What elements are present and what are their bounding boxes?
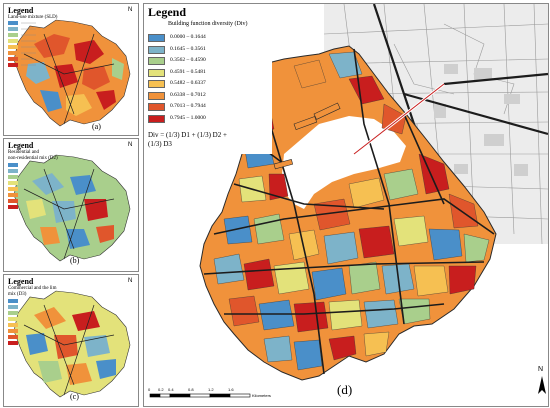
panel-a-legend-swatches bbox=[8, 21, 36, 67]
scale-tick-label: 0 bbox=[148, 387, 151, 392]
legend-swatch bbox=[148, 57, 165, 65]
legend-class-label: 0.6338 – 0.7012 bbox=[170, 91, 206, 98]
main-north-label: N bbox=[538, 366, 544, 373]
panel-d-label: (d) bbox=[337, 382, 353, 397]
legend-class-label: 0.0000 – 0.1644 bbox=[170, 34, 206, 40]
legend-swatch bbox=[148, 91, 165, 100]
panel-c-legend-swatches bbox=[8, 299, 18, 345]
panel-a-label: (a) bbox=[92, 122, 101, 131]
legend-class-row: 0.5482 – 0.6337 bbox=[148, 80, 272, 90]
scale-unit-label: Kilometers bbox=[252, 393, 271, 398]
legend-class-row: 0.7013 – 0.7944 bbox=[148, 103, 272, 113]
formula-line-1: Div = (1/3) D1 + (1/3) D2 + bbox=[148, 131, 227, 139]
scale-tick-label: 1.6 bbox=[228, 387, 234, 392]
piers bbox=[273, 102, 341, 170]
panel-b-legend-subtitle-1: Residential and bbox=[8, 150, 39, 155]
panel-c-north-arrow: N bbox=[128, 278, 133, 284]
panel-c: Legend Commercial and the lim mix (D3) (… bbox=[3, 274, 139, 407]
scale-tick-label: 0.4 bbox=[168, 387, 174, 392]
legend-swatch bbox=[148, 80, 165, 88]
legend-class-label: 0.1645 – 0.3561 bbox=[170, 45, 206, 52]
legend-class-label: 0.5482 – 0.6337 bbox=[170, 80, 206, 86]
main-legend-title: Legend bbox=[148, 5, 187, 19]
legend-class-row: 0.1645 – 0.3561 bbox=[148, 45, 272, 56]
panel-a-legend-title: Legend bbox=[8, 6, 34, 15]
panel-c-legend-title: Legend bbox=[8, 277, 34, 286]
main-north-arrow-shape bbox=[538, 376, 546, 394]
legend-swatch bbox=[148, 114, 165, 123]
legend-swatch bbox=[148, 68, 165, 77]
formula-line-2: (1/3) D3 bbox=[148, 140, 172, 148]
panel-c-legend-subtitle-2: mix (D3) bbox=[8, 292, 27, 297]
legend-class-row: 0.0000 – 0.1644 bbox=[148, 34, 272, 44]
diversity-formula: Div = (1/3) D1 + (1/3) D2 + (1/3) D3 bbox=[148, 131, 272, 149]
legend-class-row: 0.6338 – 0.7012 bbox=[148, 91, 272, 102]
legend-class-label: 0.4591 – 0.5481 bbox=[170, 68, 206, 75]
panel-a: Legend Land-use mixture (SLD) (a) N bbox=[3, 3, 139, 136]
panel-b-legend-title: Legend bbox=[8, 141, 34, 150]
scale-tick-label: 0.8 bbox=[188, 387, 194, 392]
panel-d: Legend Building function diversity (Div)… bbox=[143, 3, 549, 407]
legend-swatch bbox=[148, 103, 165, 111]
panel-a-north-arrow: N bbox=[128, 7, 133, 13]
legend-class-row: 0.7945 – 1.0000 bbox=[148, 114, 272, 125]
panel-a-legend-subtitle: Land-use mixture (SLD) bbox=[8, 15, 58, 20]
legend-class-label: 0.3562 – 0.4590 bbox=[170, 57, 206, 63]
scale-tick-label: 1.2 bbox=[208, 387, 214, 392]
main-map bbox=[149, 4, 548, 398]
panel-c-legend-subtitle-1: Commercial and the lim bbox=[8, 286, 57, 291]
panel-b-legend-subtitle-2: non-residential mix (D2) bbox=[8, 156, 58, 161]
main-legend: Legend Building function diversity (Div)… bbox=[144, 4, 272, 154]
map-b bbox=[13, 154, 131, 262]
panel-b-label: (b) bbox=[70, 256, 80, 265]
map-c bbox=[13, 290, 131, 398]
legend-swatch bbox=[148, 45, 165, 54]
panel-b-north-arrow: N bbox=[128, 142, 133, 148]
panel-b: Legend Residential and non-residential m… bbox=[3, 138, 139, 272]
legend-swatch bbox=[148, 34, 165, 42]
legend-class-label: 0.7945 – 1.0000 bbox=[170, 114, 206, 121]
legend-class-row: 0.4591 – 0.5481 bbox=[148, 68, 272, 79]
highway-centerline bbox=[353, 83, 445, 155]
scale-tick-label: 0.2 bbox=[158, 387, 164, 392]
map-a bbox=[13, 19, 131, 127]
legend-class-label: 0.7013 – 0.7944 bbox=[170, 103, 206, 109]
main-legend-subtitle: Building function diversity (Div) bbox=[168, 21, 248, 27]
study-area bbox=[199, 45, 497, 381]
panel-b-legend-swatches bbox=[8, 163, 18, 209]
panel-c-label: (c) bbox=[70, 392, 79, 401]
legend-class-row: 0.3562 – 0.4590 bbox=[148, 57, 272, 67]
scale-bar bbox=[149, 393, 251, 398]
